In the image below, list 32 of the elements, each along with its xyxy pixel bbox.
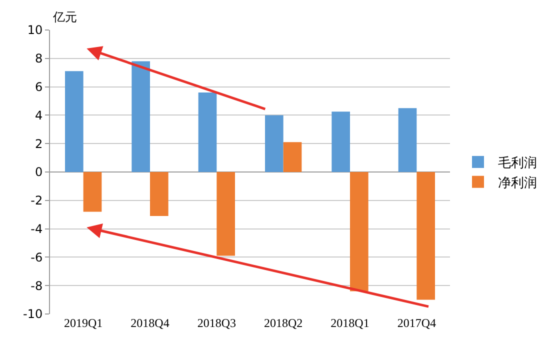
x-tick-label: 2018Q2 (264, 316, 303, 330)
bar (150, 172, 168, 216)
y-tick-label: 0 (34, 165, 43, 180)
y-tick-label: -8 (30, 278, 43, 293)
bar (283, 142, 302, 172)
y-tick-label: -4 (30, 222, 43, 236)
y-tick-label: 10 (27, 23, 43, 38)
y-tick-label: 2 (34, 136, 43, 151)
bar (350, 172, 368, 292)
y-tick-label: 4 (34, 108, 43, 122)
y-tick-label: -10 (22, 307, 43, 322)
legend-label: 净利润 (498, 176, 537, 191)
bar (83, 172, 102, 212)
bar (398, 108, 417, 172)
y-tick-label: 6 (34, 80, 43, 94)
y-tick-label: -2 (30, 194, 43, 208)
bar (65, 71, 84, 172)
x-tick-label: 2019Q1 (64, 316, 103, 330)
bar (132, 61, 150, 172)
bar (332, 112, 350, 172)
bar (198, 92, 217, 172)
legend-label: 毛利润 (498, 156, 537, 172)
y-axis-title: 亿元 (52, 10, 77, 24)
x-tick-label: 2018Q3 (197, 316, 236, 330)
x-tick-label: 2018Q1 (330, 316, 370, 330)
x-tick-label: 2018Q4 (130, 316, 170, 330)
bar (416, 172, 435, 300)
bar (265, 115, 284, 172)
y-tick-label: -6 (30, 250, 43, 264)
y-tick-label: 8 (34, 52, 43, 66)
x-tick-label: 2017Q4 (397, 316, 436, 330)
bar (216, 172, 235, 256)
